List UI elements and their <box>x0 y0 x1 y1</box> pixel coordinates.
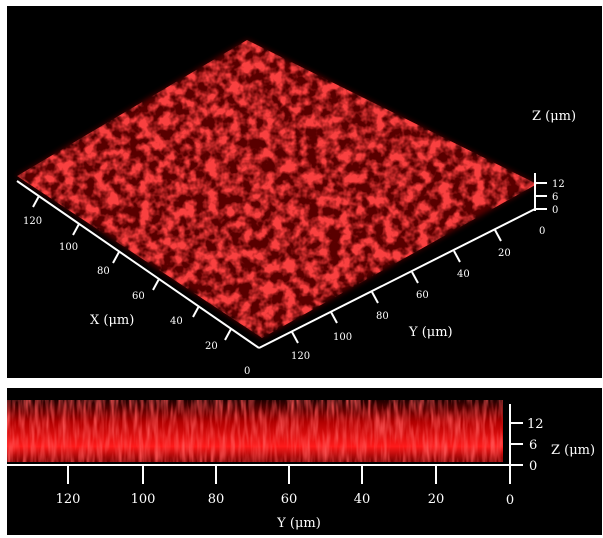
panel-3d-view: 120 100 80 60 40 20 0 X (μm) 120 100 80 … <box>7 6 602 378</box>
y-axis-tick-labels: 120 100 80 60 40 20 0 <box>291 226 545 362</box>
x-axis-line <box>16 180 260 349</box>
y-tick-label: 60 <box>416 290 429 301</box>
panel-side-view: 120 100 80 60 40 20 0 Y (μm) 12 6 0 Z (μ… <box>7 388 602 535</box>
side-y-tick-label: 40 <box>354 492 371 507</box>
z-tick-label: 12 <box>552 179 565 190</box>
y-tick-label: 40 <box>457 269 470 280</box>
x-tick-label: 20 <box>205 341 218 352</box>
y-tick-label: 20 <box>498 248 511 259</box>
z-axis-title: Z (μm) <box>532 109 576 124</box>
side-y-tick-label: 20 <box>428 492 445 507</box>
side-z-axis-ticks <box>510 422 523 466</box>
x-tick-label: 100 <box>59 242 78 253</box>
side-z-tick-label: 0 <box>529 459 537 474</box>
side-z-axis-tick-labels: 12 6 0 <box>527 417 544 474</box>
x-axis-title: X (μm) <box>90 313 134 328</box>
x-tick-label: 60 <box>132 291 145 302</box>
side-y-axis-ticks <box>67 465 511 484</box>
side-volume-texture <box>7 400 503 462</box>
volume-side-render: 120 100 80 60 40 20 0 Y (μm) 12 6 0 Z (μ… <box>7 400 595 531</box>
side-y-tick-label: 60 <box>281 492 298 507</box>
y-tick-label: 100 <box>333 332 352 343</box>
x-tick-label: 40 <box>170 316 183 327</box>
x-tick-label: 80 <box>97 266 110 277</box>
side-y-axis-title: Y (μm) <box>276 516 321 531</box>
y-axis-title: Y (μm) <box>408 325 453 340</box>
y-axis-line <box>258 208 536 349</box>
x-axis-ticks <box>32 195 232 341</box>
side-y-axis-tick-labels: 120 100 80 60 40 20 0 <box>56 492 515 508</box>
z-tick-label: 6 <box>552 192 558 203</box>
side-z-tick-label: 12 <box>527 417 544 432</box>
x-tick-label: 0 <box>244 366 250 377</box>
y-tick-label: 120 <box>291 351 310 362</box>
y-tick-label: 80 <box>376 311 389 322</box>
x-tick-label: 120 <box>23 216 42 227</box>
y-tick-label: 0 <box>539 226 545 237</box>
z-axis-tick-labels: 12 6 0 <box>552 179 565 216</box>
x-axis-tick-labels: 120 100 80 60 40 20 0 <box>23 216 250 377</box>
side-z-tick-label: 6 <box>529 438 537 453</box>
y-axis-ticks <box>291 229 502 344</box>
z-axis-ticks <box>535 182 547 210</box>
side-y-tick-label: 0 <box>506 493 514 508</box>
z-tick-label: 0 <box>552 205 558 216</box>
side-y-tick-label: 100 <box>131 492 156 507</box>
side-y-tick-label: 80 <box>208 492 225 507</box>
volume-3d-render: 120 100 80 60 40 20 0 X (μm) 120 100 80 … <box>16 40 576 377</box>
side-y-tick-label: 120 <box>56 492 81 507</box>
volume-surface-texture <box>17 40 537 338</box>
side-z-axis-title: Z (μm) <box>551 443 595 458</box>
